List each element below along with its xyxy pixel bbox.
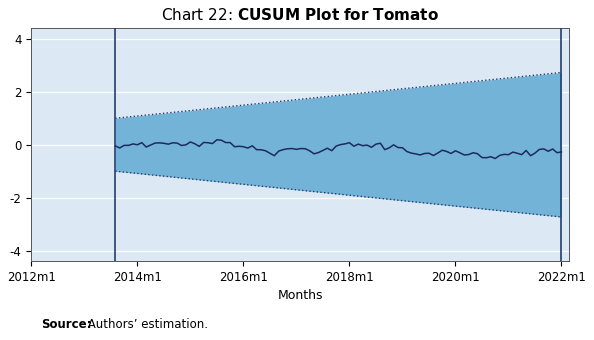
X-axis label: Months: Months [277, 289, 323, 303]
Text: Authors’ estimation.: Authors’ estimation. [84, 319, 208, 332]
Title: Chart 22: $\bf{CUSUM\ Plot\ for\ Tomato}$: Chart 22: $\bf{CUSUM\ Plot\ for\ Tomato}… [162, 7, 440, 23]
Text: Source:: Source: [42, 319, 92, 332]
